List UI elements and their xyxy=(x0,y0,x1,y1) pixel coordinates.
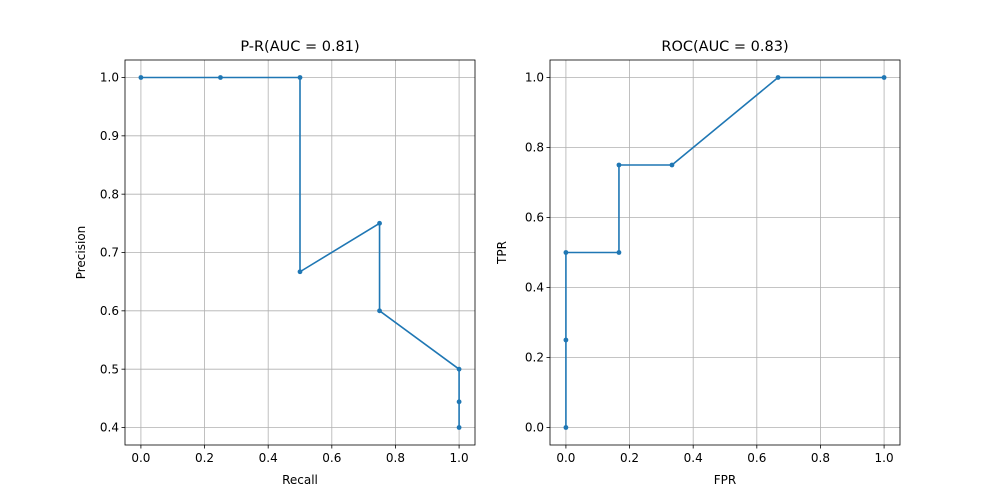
pr-x-tick-label: 1.0 xyxy=(450,451,469,465)
roc-x-tick-label: 1.0 xyxy=(875,451,894,465)
roc-x-axis-label: FPR xyxy=(714,473,736,487)
roc-data-point xyxy=(563,250,569,255)
pr-data-point xyxy=(377,308,382,314)
roc-data-point xyxy=(881,75,887,80)
pr-y-tick-label: 0.6 xyxy=(100,304,119,318)
roc-series-line xyxy=(565,76,885,428)
pr-chart-title: P-R(AUC = 0.81) xyxy=(240,39,359,55)
roc-series xyxy=(563,75,887,430)
roc-x-tick-label: 0.8 xyxy=(811,451,830,465)
pr-x-tick-label: 0.8 xyxy=(386,451,405,465)
roc-y-tick-label: 0.2 xyxy=(525,351,544,365)
roc-x-tick-label: 0.6 xyxy=(747,451,766,465)
roc-ticks: 0.0 0.2 0.4 0.6 0.8 1.0 0.0 0.2 0.4 0.6 0.8 1.0 xyxy=(525,71,894,465)
roc-y-tick-label: 0.0 xyxy=(525,421,544,435)
pr-data-point xyxy=(297,269,303,275)
pr-data-point xyxy=(297,75,303,80)
pr-y-tick-label: 0.8 xyxy=(100,187,119,201)
roc-y-tick-label: 0.8 xyxy=(525,141,544,155)
roc-data-point xyxy=(563,337,569,343)
roc-chart: 0.0 0.2 0.4 0.6 0.8 1.0 0.0 0.2 0.4 0.6 0.8 1.0 ROC… xyxy=(495,39,901,487)
pr-y-tick-label: 1.0 xyxy=(100,71,119,85)
roc-plot-frame xyxy=(549,59,901,446)
roc-y-tick-label: 0.6 xyxy=(525,211,544,225)
roc-y-axis-label: TPR xyxy=(495,241,509,265)
pr-plot-frame xyxy=(124,59,476,446)
roc-data-point xyxy=(775,75,781,80)
pr-ticks: 0.0 0.2 0.4 0.6 0.8 1.0 0.4 0.5 0.6 0.7 0.8 0.9 1.0 xyxy=(100,71,469,465)
roc-chart-title: ROC(AUC = 0.83) xyxy=(661,39,788,55)
pr-y-tick-label: 0.7 xyxy=(100,246,119,260)
roc-data-point xyxy=(616,162,622,168)
pr-y-tick-label: 0.4 xyxy=(100,421,119,435)
roc-data-point xyxy=(669,162,675,168)
pr-x-tick-label: 0.4 xyxy=(259,451,278,465)
pr-chart: 0.0 0.2 0.4 0.6 0.8 1.00.40.50.60.70.80.91.0 … xyxy=(74,39,476,487)
roc-x-tick-label: 0.0 xyxy=(556,451,575,465)
pr-x-tick-label: 0.0 xyxy=(131,451,150,465)
pr-data-point xyxy=(456,366,462,372)
pr-x-tick-label: 0.6 xyxy=(322,451,341,465)
roc-data-point xyxy=(616,250,622,255)
roc-y-tick-label: 0.4 xyxy=(525,281,544,295)
roc-x-tick-label: 0.2 xyxy=(620,451,639,465)
pr-data-point xyxy=(218,75,223,80)
pr-data-point xyxy=(456,425,462,430)
pr-x-tick-label: 0.2 xyxy=(195,451,214,465)
roc-y-tick-label: 1.0 xyxy=(525,71,544,85)
roc-grid xyxy=(550,60,900,445)
pr-y-tick-label: 0.9 xyxy=(100,129,119,143)
pr-data-point xyxy=(377,220,382,226)
roc-data-point xyxy=(563,425,569,430)
pr-x-axis-label: Recall xyxy=(282,473,318,487)
pr-series xyxy=(138,75,462,430)
pr-y-axis-label: Precision xyxy=(74,226,88,280)
pr-y-tick-label: 0.5 xyxy=(100,362,119,376)
roc-x-tick-label: 0.4 xyxy=(684,451,703,465)
pr-data-point xyxy=(138,75,144,80)
pr-data-point xyxy=(456,399,462,405)
